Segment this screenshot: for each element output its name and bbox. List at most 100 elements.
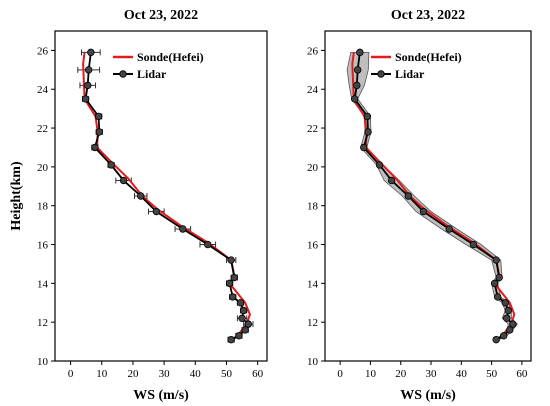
p0-lidar-point bbox=[179, 225, 187, 233]
p1-y-tick-label: 10 bbox=[307, 356, 319, 368]
p1-x-tick-label: 20 bbox=[395, 368, 407, 380]
p1-lidar-point bbox=[506, 326, 514, 334]
p1-y-tick-label: 12 bbox=[307, 317, 318, 329]
p0-legend-lidar-label: Lidar bbox=[137, 67, 167, 81]
p0-lidar-point bbox=[230, 273, 238, 282]
p0-y-tick-label: 10 bbox=[37, 356, 49, 368]
p0-lidar-point bbox=[152, 207, 161, 216]
p1-lidar-point bbox=[500, 332, 508, 340]
p1-lidar-point bbox=[353, 81, 361, 90]
p1-x-tick-label: 40 bbox=[456, 368, 468, 380]
p1-lidar-point bbox=[469, 240, 478, 249]
p0-lidar-point bbox=[238, 314, 246, 322]
p1-lidar-point bbox=[350, 95, 359, 103]
p1-plot-frame bbox=[324, 30, 532, 362]
p0-lidar-point bbox=[239, 306, 248, 315]
p1-lidar-point bbox=[354, 66, 362, 74]
p1-x-tick-label: 0 bbox=[337, 368, 343, 380]
p0-lidar-point bbox=[87, 48, 95, 57]
p0-lidar-point bbox=[244, 320, 252, 328]
p1-lidar-point bbox=[363, 112, 372, 121]
p0-y-tick-label: 16 bbox=[37, 240, 49, 252]
p0-lidar-point bbox=[94, 112, 103, 121]
p1-lidar-point bbox=[492, 256, 500, 264]
p0-lidar-point bbox=[107, 161, 115, 169]
p0-x-tick-label: 10 bbox=[96, 368, 108, 380]
p1-lidar-point bbox=[364, 128, 372, 136]
p1-x-axis-label: WS (m/s) bbox=[400, 388, 456, 403]
p0-lidar-line bbox=[84, 52, 250, 341]
p0-lidar-point bbox=[91, 143, 99, 152]
p0-lidar-point bbox=[229, 293, 237, 301]
p1-y-tick-label: 22 bbox=[307, 123, 318, 135]
p0-y-axis-label: Height(km) bbox=[9, 161, 24, 231]
p0-x-tick-label: 20 bbox=[127, 368, 139, 380]
p0-y-tick-label: 24 bbox=[37, 84, 49, 96]
p1-y-tick-label: 14 bbox=[307, 278, 319, 290]
p0-lidar-point bbox=[236, 299, 245, 307]
p1-sonde-line bbox=[351, 52, 516, 339]
p0-lidar-point bbox=[204, 240, 212, 249]
p1-lidar-point bbox=[509, 320, 517, 328]
p1-lidar-point bbox=[504, 306, 512, 315]
p0-lidar-point bbox=[227, 335, 235, 344]
right-panel: Oct 23, 2022 0 10 20 30 40 50 60 10 12 14 16 18 20 22 2… bbox=[307, 8, 532, 403]
p0-legend-lidar-marker bbox=[119, 70, 127, 78]
p1-y-tick-label: 26 bbox=[307, 45, 319, 57]
p0-sonde-line bbox=[82, 52, 251, 339]
p1-lidar-point bbox=[445, 225, 453, 233]
p1-x-tick-label: 10 bbox=[365, 368, 377, 380]
p0-y-tick-label: 20 bbox=[37, 162, 49, 174]
p1-lidar-point bbox=[493, 293, 502, 301]
p1-lidar-point bbox=[492, 335, 500, 344]
p0-y-tick-label: 26 bbox=[37, 45, 49, 57]
p0-y-tick-label: 22 bbox=[37, 123, 48, 135]
p0-lidar-point bbox=[84, 66, 93, 74]
p1-lidar-uncertainty-band bbox=[346, 52, 518, 341]
p0-legend-sonde-label: Sonde(Hefei) bbox=[137, 50, 204, 64]
p1-y-tick-label: 18 bbox=[307, 201, 319, 213]
left-panel: Oct 23, 2022 0 10 20 30 40 50 60 10 12 14 16 18 20 22 2… bbox=[9, 8, 268, 403]
p0-lidar-point bbox=[119, 176, 128, 185]
p0-lidar-point bbox=[241, 326, 249, 334]
p1-y-tick-label: 24 bbox=[307, 84, 319, 96]
p1-lidar-point bbox=[404, 192, 413, 200]
p1-x-tick-label: 50 bbox=[486, 368, 498, 380]
p1-legend-sonde-label: Sonde(Hefei) bbox=[395, 50, 462, 64]
p0-x-tick-label: 30 bbox=[159, 368, 171, 380]
p1-y-tick-label: 16 bbox=[307, 240, 319, 252]
p1-x-tick-label: 60 bbox=[516, 368, 528, 380]
p1-lidar-point bbox=[360, 143, 368, 152]
p1-lidar-point bbox=[375, 161, 384, 169]
p0-x-tick-label: 0 bbox=[68, 368, 74, 380]
p1-legend: Sonde(Hefei) Lidar bbox=[371, 50, 462, 81]
p0-legend: Sonde(Hefei) Lidar bbox=[113, 50, 204, 81]
p0-lidar-point bbox=[225, 279, 234, 288]
p1-lidar-point bbox=[419, 207, 428, 216]
p1-lidar-point bbox=[495, 273, 503, 282]
p0-lidar-point bbox=[235, 332, 243, 340]
p1-lidar-point bbox=[503, 314, 511, 322]
p0-y-tick-label: 18 bbox=[37, 201, 49, 213]
p1-lidar-point bbox=[501, 299, 509, 307]
p0-y-tick-label: 14 bbox=[37, 278, 49, 290]
p0-lidar-point bbox=[95, 128, 103, 136]
p0-plot-frame bbox=[54, 30, 268, 362]
p0-lidar-point bbox=[137, 192, 145, 200]
p1-y-tick-label: 20 bbox=[307, 162, 319, 174]
p0-x-axis-label: WS (m/s) bbox=[133, 388, 189, 403]
p1-lidar-line bbox=[353, 52, 514, 341]
p1-lidar-point bbox=[490, 279, 499, 288]
p1-legend-lidar-label: Lidar bbox=[395, 67, 425, 81]
p0-x-tick-label: 40 bbox=[190, 368, 202, 380]
p1-legend-lidar-marker bbox=[377, 70, 385, 78]
p0-lidar-point bbox=[81, 95, 90, 103]
p0-y-tick-label: 12 bbox=[37, 317, 48, 329]
p0-chart-title: Oct 23, 2022 bbox=[124, 8, 198, 23]
p0-x-tick-label: 60 bbox=[252, 368, 264, 380]
p1-lidar-point bbox=[387, 176, 396, 185]
p1-chart-title: Oct 23, 2022 bbox=[391, 8, 465, 23]
p0-lidar-point bbox=[84, 81, 92, 90]
p0-x-tick-label: 50 bbox=[221, 368, 233, 380]
